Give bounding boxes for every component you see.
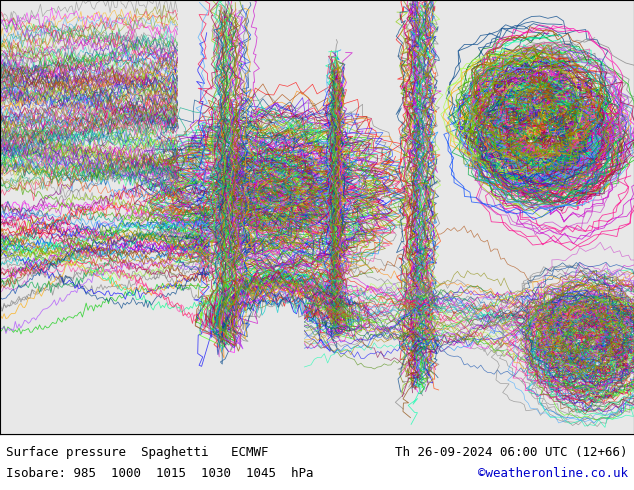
Text: Th 26-09-2024 06:00 UTC (12+66): Th 26-09-2024 06:00 UTC (12+66)	[395, 446, 628, 459]
Text: ©weatheronline.co.uk: ©weatheronline.co.uk	[477, 467, 628, 480]
Text: Surface pressure  Spaghetti   ECMWF: Surface pressure Spaghetti ECMWF	[6, 446, 269, 459]
Text: Isobare: 985  1000  1015  1030  1045  hPa: Isobare: 985 1000 1015 1030 1045 hPa	[6, 467, 314, 480]
